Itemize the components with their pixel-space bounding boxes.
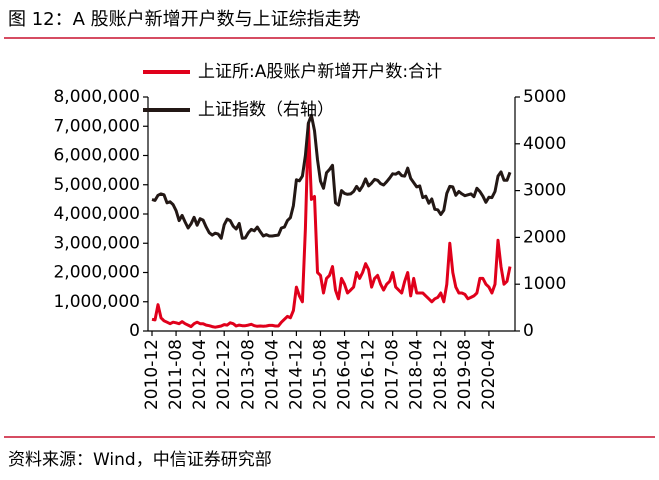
x-tick-label: 2016-12 bbox=[359, 339, 379, 410]
x-tick-label: 2016-04 bbox=[335, 339, 355, 410]
x-tick-label: 2018-12 bbox=[431, 339, 451, 410]
x-tick-label: 2015-08 bbox=[310, 339, 330, 410]
x-tick-label: 2020-04 bbox=[479, 339, 499, 410]
y-tick-label: 0 bbox=[129, 321, 140, 341]
series-line bbox=[151, 121, 512, 329]
x-tick-label: 2019-08 bbox=[455, 339, 475, 410]
chart-title: 图 12：A 股账户新增开户数与上证综指走势 bbox=[8, 9, 361, 30]
x-tick-label: 2018-04 bbox=[407, 339, 427, 410]
y-tick-label: 4,000,000 bbox=[53, 204, 140, 224]
x-tick-label: 2011-08 bbox=[166, 339, 186, 410]
y2-tick-label: 0 bbox=[523, 321, 534, 341]
legend-label: 上证指数（右轴） bbox=[198, 100, 334, 120]
y2-tick-label: 1000 bbox=[523, 274, 566, 294]
x-tick-label: 2010-12 bbox=[142, 339, 162, 410]
y2-tick-label: 3000 bbox=[523, 181, 566, 201]
y2-tick-label: 4000 bbox=[523, 134, 566, 154]
y2-tick-label: 2000 bbox=[523, 227, 566, 247]
y-tick-label: 2,000,000 bbox=[53, 263, 140, 283]
y-tick-label: 3,000,000 bbox=[53, 233, 140, 253]
x-tick-label: 2014-12 bbox=[286, 339, 306, 410]
x-tick-label: 2012-12 bbox=[214, 339, 234, 410]
source-note: 资料来源：Wind，中信证券研究部 bbox=[8, 450, 272, 470]
y-tick-label: 7,000,000 bbox=[53, 116, 140, 136]
y-tick-label: 8,000,000 bbox=[53, 87, 140, 107]
y-tick-label: 6,000,000 bbox=[53, 146, 140, 166]
y2-tick-label: 5000 bbox=[523, 87, 566, 107]
x-tick-label: 2013-08 bbox=[238, 339, 258, 410]
x-tick-label: 2014-04 bbox=[262, 339, 282, 410]
x-tick-label: 2017-08 bbox=[383, 339, 403, 410]
x-tick-label: 2012-04 bbox=[190, 339, 210, 410]
series-line bbox=[151, 113, 512, 240]
legend-label: 上证所:A股账户新增开户数:合计 bbox=[198, 62, 442, 82]
y-tick-label: 1,000,000 bbox=[53, 292, 140, 312]
y-tick-label: 5,000,000 bbox=[53, 175, 140, 195]
